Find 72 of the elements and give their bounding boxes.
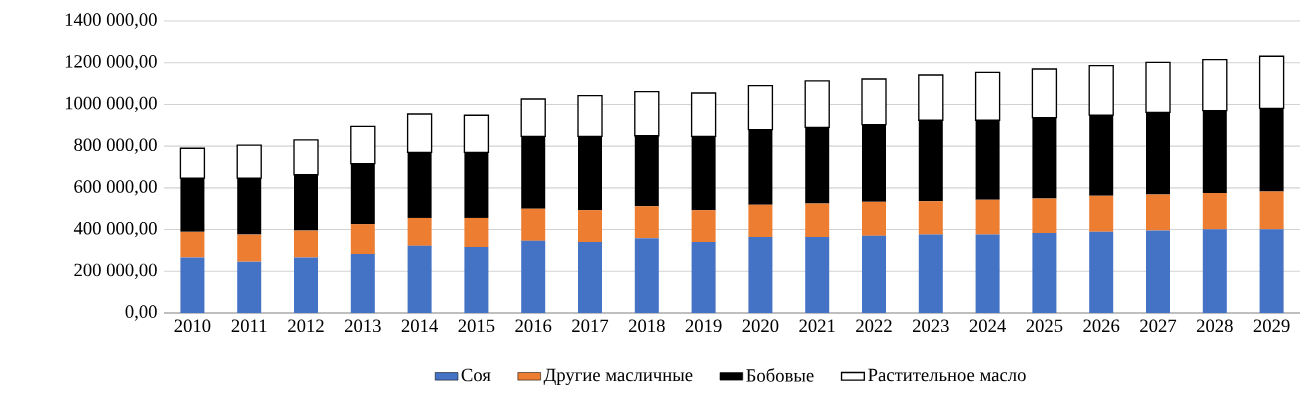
bar — [578, 210, 603, 243]
bar — [975, 234, 1000, 313]
bar — [237, 234, 262, 262]
bar — [1032, 198, 1057, 234]
y-tick-label: 1000 000,00 — [65, 96, 157, 113]
y-tick-label: 200 000,00 — [74, 263, 157, 279]
bar — [350, 224, 375, 254]
bar — [862, 235, 886, 313]
bar — [407, 245, 432, 313]
bar — [294, 230, 319, 258]
legend-label: Бобовые — [746, 368, 814, 382]
x-tick-label: 2018 — [628, 319, 665, 333]
bar — [1146, 230, 1170, 313]
y-tick-label: 1400 000,00 — [65, 13, 157, 29]
bar — [805, 237, 830, 313]
bar — [464, 217, 489, 248]
bar — [691, 210, 716, 243]
bar — [180, 257, 205, 313]
bar — [918, 201, 943, 235]
y-tick-label: 0,00 — [125, 305, 157, 321]
legend-label: Другие масличные — [543, 368, 693, 386]
bar — [237, 261, 262, 313]
x-tick-label: 2025 — [1026, 319, 1063, 333]
x-tick-label: 2012 — [288, 319, 324, 333]
bar — [1089, 195, 1114, 232]
bar — [862, 201, 886, 236]
bar — [407, 217, 432, 246]
bar — [805, 203, 830, 238]
x-tick-label: 2016 — [515, 319, 552, 333]
x-tick-label: 2014 — [401, 319, 438, 333]
x-tick-label: 2024 — [969, 319, 1006, 333]
bar — [350, 253, 375, 313]
bar — [1202, 229, 1227, 313]
x-tick-label: 2029 — [1253, 319, 1290, 333]
bar — [748, 204, 773, 238]
y-tick-label: 600 000,00 — [74, 180, 157, 196]
x-tick-label: 2017 — [572, 319, 609, 333]
x-tick-label: 2020 — [742, 319, 779, 333]
bar — [1259, 191, 1284, 230]
x-tick-label: 2026 — [1083, 319, 1120, 333]
x-tick-label: 2022 — [856, 319, 892, 333]
y-tick-label: 800 000,00 — [74, 138, 157, 154]
bar — [180, 231, 205, 258]
bar — [1202, 193, 1227, 230]
x-tick-label: 2013 — [344, 319, 381, 333]
y-tick-label: 1200 000,00 — [65, 55, 157, 71]
bar — [748, 237, 773, 313]
legend-label: Растительное масло — [868, 368, 1026, 382]
x-tick-label: 2023 — [912, 319, 949, 333]
bar — [1089, 231, 1114, 313]
bar — [634, 206, 659, 239]
x-tick-label: 2027 — [1140, 319, 1177, 333]
x-tick-label: 2021 — [799, 319, 835, 333]
x-tick-label: 2019 — [685, 319, 722, 333]
bar — [521, 208, 546, 241]
x-tick-label: 2028 — [1196, 319, 1233, 333]
bar — [521, 240, 546, 313]
bar — [918, 234, 943, 313]
bar — [634, 238, 659, 313]
legend-label: Соя — [461, 368, 491, 382]
bar — [294, 257, 319, 313]
x-tick-label: 2011 — [231, 319, 267, 333]
bar — [1259, 229, 1284, 313]
bar — [464, 247, 489, 313]
bar — [1146, 194, 1170, 231]
bar — [975, 199, 1000, 235]
bar — [578, 242, 603, 313]
bar — [1032, 233, 1057, 313]
bar — [691, 242, 716, 313]
x-tick-label: 2015 — [458, 319, 495, 333]
y-tick-label: 400 000,00 — [73, 221, 157, 238]
x-tick-label: 2010 — [174, 319, 211, 333]
